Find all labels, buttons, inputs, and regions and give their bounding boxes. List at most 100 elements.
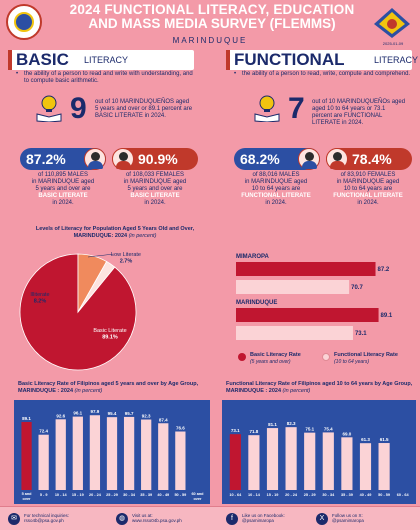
legend-functional-name: Functional Literacy Rate — [334, 352, 398, 358]
col1-svg-tick2-0: over — [23, 497, 32, 501]
col1-svg-value-9: 76.6 — [176, 426, 185, 431]
col1-svg-value-7: 92.3 — [142, 414, 151, 419]
footer: ✉ For technical inquiries: rsso4b@psa.go… — [0, 506, 420, 530]
footer-item2-label: Visit us at: — [132, 513, 153, 518]
functional-female-line1: of 83,910 FEMALES — [340, 172, 396, 178]
col1-svg-value-5: 95.4 — [108, 411, 117, 416]
col2-svg-tick-2: 15 - 19 — [267, 493, 279, 497]
basic-big-number: 9 — [70, 92, 87, 125]
col2-svg-value-4: 75.1 — [305, 427, 314, 432]
hbar-value-1-0: 89.1 — [381, 313, 393, 319]
page-title-line1: 2024 FUNCTIONAL LITERACY, EDUCATION — [69, 2, 355, 17]
pie-value-2: 2.7% — [120, 259, 133, 265]
col2-svg-bar-4 — [304, 432, 316, 490]
legend-functional-swatch — [322, 353, 330, 361]
basic-heading-big: BASIC — [16, 50, 69, 69]
col1-svg-value-8: 87.4 — [159, 417, 168, 422]
basic-stat-line1: out of 10 MARINDUQUEÑOS aged — [95, 99, 190, 105]
x-icon: X — [316, 513, 328, 525]
functional-stat-line3: percent are FUNCTIONAL — [312, 113, 383, 119]
page-title-line2: AND MASS MEDIA SURVEY (FLEMMS) — [88, 16, 336, 31]
basic-male-line3: 5 years and over are — [35, 186, 91, 192]
col2-svg-bar-0 — [229, 434, 241, 490]
basic-male-line5: in 2024. — [52, 200, 74, 206]
female-avatar-icon-2 — [326, 148, 348, 170]
col2-svg-bar-7 — [359, 443, 372, 490]
functional-female-pct: 78.4% — [352, 151, 392, 167]
basic-age-chart-title: Basic Literacy Rate of Filipinos aged 5 … — [18, 381, 214, 395]
functional-female-line2: in MARINDUQUE aged — [336, 179, 400, 185]
functional-female-line3: 10 to 64 years are — [343, 186, 393, 192]
basic-male-line1: of 110,895 MALES — [38, 172, 88, 178]
col1-svg-tick-2: 10 - 14 — [55, 493, 68, 497]
col1-svg-tick-8: 40 - 49 — [157, 493, 169, 497]
basic-female-line4: BASIC LITERATE — [130, 193, 180, 199]
functional-male-pct: 68.2% — [240, 151, 280, 167]
pie-label-1: Illiterate — [30, 292, 49, 298]
col2-svg-tick-6: 35 - 39 — [341, 493, 353, 497]
census-logo — [374, 8, 410, 38]
footer-item4-value[interactable]: @psamimaropa — [332, 518, 364, 523]
functional-heading-small: LITERACY — [374, 55, 419, 65]
col2-svg-bar-6 — [341, 437, 353, 490]
footer-item1-value[interactable]: rsso4b@psa.gov.ph — [24, 518, 64, 523]
col2-svg-bar-5 — [322, 432, 334, 490]
basic-age-title-unit: (in percent) — [74, 388, 103, 394]
col2-svg-tick-8: 50 - 59 — [378, 493, 390, 497]
functional-male-line4: FUNCTIONAL LITERATE — [241, 193, 311, 199]
functional-age-title-unit: (in percent) — [282, 388, 311, 394]
globe-icon: ◍ — [116, 513, 128, 525]
hbar-value-0-0: 87.2 — [378, 267, 390, 273]
functional-definition: the ability of a person to read, write, … — [226, 71, 412, 78]
logo-date: 2025-01-09 — [382, 41, 404, 46]
col1-svg-tick-10: 60 and — [191, 492, 204, 496]
col2-svg-value-0: 73.1 — [231, 428, 240, 433]
functional-age-bar-chart: 73.1 10 - 64 71.8 10 - 14 81.1 15 - 19 82.3 20 … — [222, 400, 416, 504]
col2-svg-value-3: 82.3 — [287, 421, 296, 426]
pie-title-unit: (in percent) — [128, 233, 157, 239]
basic-female-pct: 90.9% — [138, 151, 178, 167]
footer-item2-value[interactable]: www.rsso04b.psa.gov.ph — [132, 518, 182, 523]
functional-male-line3: 10 to 64 years are — [251, 186, 301, 192]
col1-svg-bar-7 — [141, 419, 152, 490]
col1-svg-value-1: 72.4 — [39, 429, 48, 434]
functional-stat-line2: aged 10 to 64 years or 73.1 — [312, 106, 386, 112]
lightbulb-book-icon-2 — [254, 95, 280, 122]
basic-definition: the ability of a person to read and writ… — [8, 71, 194, 85]
hbar-bar-0-0 — [236, 262, 376, 276]
col1-svg-value-4: 97.9 — [91, 409, 100, 414]
functional-stat-line1: out of 10 MARINDUQUEÑOs aged — [312, 99, 406, 105]
functional-male-line2: in MARINDUQUE aged — [244, 179, 308, 185]
col1-svg-bar-2 — [55, 419, 66, 490]
functional-heading: FUNCTIONAL LITERACY — [226, 50, 418, 70]
col1-svg-value-3: 96.1 — [73, 411, 82, 416]
basic-female-line1: of 108,033 FEMALES — [125, 172, 185, 178]
col1-svg-bar-4 — [89, 415, 101, 490]
pie-value-0: 89.1% — [102, 335, 118, 341]
col1-svg-bar-5 — [106, 417, 118, 490]
col2-svg-value-1: 71.8 — [250, 429, 259, 434]
functional-age-chart-title: Functional Literacy Rate of Filipinos ag… — [226, 381, 416, 395]
hbar-bar-1-0 — [236, 308, 379, 322]
col2-svg-tick-3: 20 - 24 — [285, 493, 298, 497]
col2-svg-tick-0: 10 - 64 — [229, 493, 242, 497]
lightbulb-book-icon — [36, 95, 62, 122]
basic-female-pill: 90.9% — [112, 148, 198, 170]
hbar-value-1-1: 73.1 — [355, 331, 367, 337]
functional-female-line5: in 2024. — [357, 200, 379, 206]
footer-item3-value[interactable]: @psamimaropa — [242, 518, 274, 523]
functional-female-line4: FUNCTIONAL LITERATE — [333, 193, 403, 199]
basic-female-line3: 5 years and over are — [127, 186, 183, 192]
col1-svg-bar-0 — [21, 421, 32, 490]
col1-svg-tick-1: 5 - 9 — [40, 493, 48, 497]
legend-basic-note: (5 years and over) — [250, 359, 291, 365]
col2-svg-value-8: 61.5 — [380, 437, 389, 442]
basic-female-line2: in MARINDUQUE aged — [123, 179, 187, 185]
psa-logo — [6, 4, 42, 40]
basic-heading: BASIC LITERACY — [8, 50, 194, 70]
col1-svg-bar-8 — [158, 423, 169, 490]
col1-svg-value-2: 92.6 — [56, 413, 65, 418]
hbar-bar-0-1 — [236, 280, 350, 294]
